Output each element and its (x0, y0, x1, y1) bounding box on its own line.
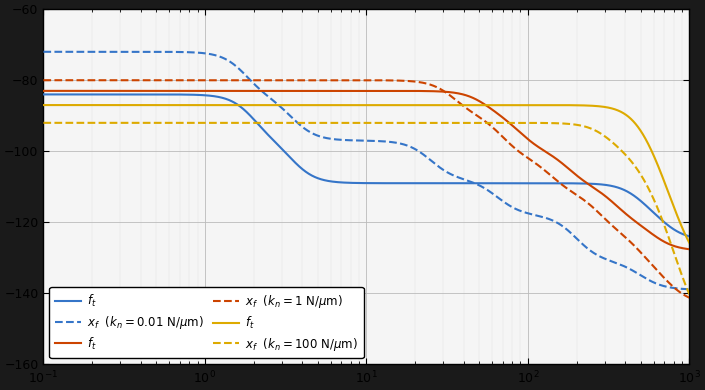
Legend: $f_t$, $x_f$  ($k_n = 0.01\ \mathrm{N}/\mu\mathrm{m}$), $f_t$, $x_f$  ($k_n = 1\: $f_t$, $x_f$ ($k_n = 0.01\ \mathrm{N}/\m… (49, 287, 364, 358)
